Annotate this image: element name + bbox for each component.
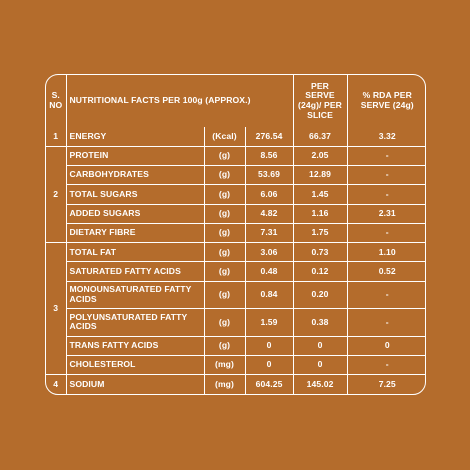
- per-serve-value-cell: 1.45: [292, 184, 348, 205]
- per-serve-value-cell: 0: [292, 354, 348, 376]
- nutrient-name-cell: SATURATED FATTY ACIDS: [66, 261, 205, 282]
- per-serve-value-cell: 0.20: [292, 280, 348, 310]
- nutrient-name-cell: CHOLESTEROL: [66, 354, 205, 376]
- rda-value-cell: 0.52: [346, 261, 425, 282]
- rda-value-cell: 7.25: [346, 374, 425, 394]
- per-100g-value-cell: 8.56: [244, 145, 294, 167]
- per-serve-value-cell: 0.73: [292, 242, 348, 263]
- rda-value-cell: -: [346, 222, 425, 244]
- unit-cell: (g): [203, 145, 246, 167]
- nutrient-name-cell: TRANS FATTY ACIDS: [66, 335, 205, 356]
- serial-number-cell: 3: [46, 242, 67, 376]
- unit-cell: (g): [203, 261, 246, 282]
- table-row: ADDED SUGARS (g) 4.82 1.16 2.31: [46, 203, 425, 224]
- table-row: 2 PROTEIN (g) 8.56 2.05-: [46, 145, 425, 244]
- unit-cell: (mg): [203, 354, 246, 376]
- per-100g-value-cell: 0: [244, 335, 294, 356]
- per-100g-value-cell: 3.06: [244, 242, 294, 263]
- nutrition-facts-table: S. NO NUTRITIONAL FACTS PER 100g (APPROX…: [46, 75, 425, 394]
- rda-value-cell: 0: [346, 335, 425, 356]
- serial-number-cell: 1: [46, 127, 67, 147]
- rda-value-cell: -: [346, 165, 425, 186]
- unit-cell: (Kcal): [203, 127, 246, 147]
- per-100g-value-cell: 0: [244, 354, 294, 376]
- table-row: MONOUNSATURATED FATTY ACIDS (g) 0.84 0.20-: [46, 280, 425, 310]
- per-100g-value-cell: 1.59: [244, 308, 294, 337]
- per-serve-value-cell: 145.02: [292, 374, 348, 394]
- header-title: NUTRITIONAL FACTS PER 100g (APPROX.): [65, 75, 294, 127]
- table-row: CARBOHYDRATES (g) 53.69 12.89-: [46, 165, 425, 186]
- serial-number-cell: 2: [46, 145, 67, 244]
- per-serve-value-cell: 0.38: [292, 308, 348, 337]
- rda-value-cell: -: [346, 280, 425, 310]
- unit-cell: (g): [203, 203, 246, 224]
- nutrient-name-cell: CARBOHYDRATES: [66, 165, 205, 186]
- per-100g-value-cell: 0.48: [244, 261, 294, 282]
- table-row: DIETARY FIBRE (g) 7.31 1.75-: [46, 222, 425, 244]
- unit-cell: (g): [203, 184, 246, 205]
- table-row: SATURATED FATTY ACIDS (g) 0.48 0.12 0.52: [46, 261, 425, 282]
- per-serve-value-cell: 0.12: [292, 261, 348, 282]
- nutrient-name-cell: DIETARY FIBRE: [66, 222, 205, 244]
- rda-value-cell: -: [346, 354, 425, 376]
- table-header-row: S. NO NUTRITIONAL FACTS PER 100g (APPROX…: [46, 75, 425, 127]
- unit-cell: (g): [203, 335, 246, 356]
- table-row: 3 TOTAL FAT (g) 3.06 0.73 1.10: [46, 242, 425, 376]
- rda-value-cell: 1.10: [346, 242, 425, 263]
- per-serve-value-cell: 1.75: [292, 222, 348, 244]
- rda-value-cell: 3.32: [346, 127, 425, 147]
- per-serve-value-cell: 66.37: [292, 127, 348, 147]
- header-sno: S. NO: [46, 75, 67, 127]
- nutrient-name-cell: SODIUM: [65, 374, 205, 394]
- per-100g-value-cell: 7.31: [244, 222, 294, 244]
- nutrient-name-cell: ENERGY: [65, 127, 205, 147]
- per-serve-value-cell: 1.16: [292, 203, 348, 224]
- nutrient-name-cell: TOTAL FAT: [65, 242, 205, 263]
- rda-value-cell: 2.31: [346, 203, 425, 224]
- unit-cell: (g): [203, 222, 246, 244]
- nutrient-name-cell: PROTEIN: [65, 145, 205, 167]
- table-row: POLYUNSATURATED FATTY ACIDS (g) 1.59 0.38-: [46, 308, 425, 337]
- table-row: 1 ENERGY (Kcal) 276.54 66.37 3.32: [46, 127, 425, 147]
- table-row: 4 SODIUM (mg) 604.25 145.02 7.25: [46, 374, 425, 394]
- header-rda: % RDA PER SERVE (24g): [346, 75, 425, 127]
- rda-value-cell: -: [346, 308, 425, 337]
- per-100g-value-cell: 4.82: [244, 203, 294, 224]
- nutrition-facts-panel: S. NO NUTRITIONAL FACTS PER 100g (APPROX…: [45, 74, 426, 395]
- table-body: 1 ENERGY (Kcal) 276.54 66.37 3.32 2 PROTEIN (g) 8…: [46, 127, 425, 394]
- per-serve-value-cell: 0: [292, 335, 348, 356]
- table-row: TRANS FATTY ACIDS (g) 0 0 0: [46, 335, 425, 356]
- unit-cell: (g): [203, 280, 246, 310]
- unit-cell: (g): [203, 308, 246, 337]
- unit-cell: (g): [203, 165, 246, 186]
- header-per-serve: PER SERVE (24g)/ PER SLICE: [292, 75, 348, 127]
- table-row: CHOLESTEROL (mg) 0 0-: [46, 354, 425, 376]
- unit-cell: (g): [203, 242, 246, 263]
- nutrient-name-cell: ADDED SUGARS: [66, 203, 205, 224]
- per-100g-value-cell: 53.69: [244, 165, 294, 186]
- serial-number-cell: 4: [46, 374, 67, 394]
- nutrient-name-cell: MONOUNSATURATED FATTY ACIDS: [66, 280, 205, 310]
- nutrient-name-cell: POLYUNSATURATED FATTY ACIDS: [66, 308, 205, 337]
- table-row: TOTAL SUGARS (g) 6.06 1.45-: [46, 184, 425, 205]
- rda-value-cell: -: [346, 184, 425, 205]
- per-100g-value-cell: 6.06: [244, 184, 294, 205]
- per-100g-value-cell: 0.84: [244, 280, 294, 310]
- per-100g-value-cell: 276.54: [244, 127, 294, 147]
- per-serve-value-cell: 2.05: [292, 145, 348, 167]
- rda-value-cell: -: [346, 145, 425, 167]
- nutrient-name-cell: TOTAL SUGARS: [66, 184, 205, 205]
- per-serve-value-cell: 12.89: [292, 165, 348, 186]
- unit-cell: (mg): [203, 374, 246, 394]
- per-100g-value-cell: 604.25: [244, 374, 294, 394]
